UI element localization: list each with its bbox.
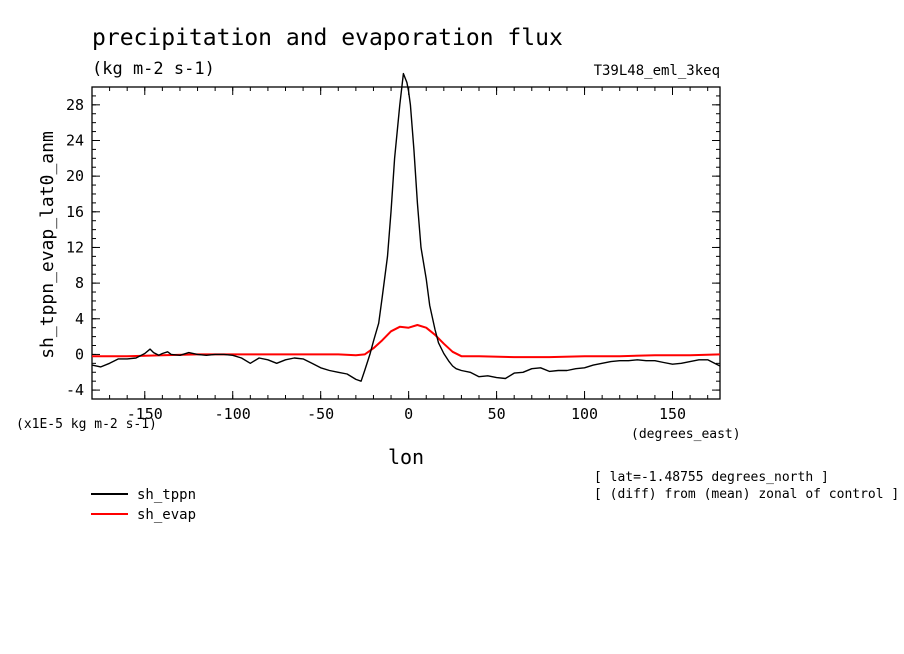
y-tick-label: 4: [75, 310, 84, 328]
y-tick-label: 28: [66, 96, 84, 114]
plot-frame: [91, 86, 721, 400]
y-tick-label: 8: [75, 274, 84, 292]
x-tick-label: -50: [307, 405, 334, 423]
run-label: T39L48_eml_3keq: [594, 63, 720, 79]
y-tick-label: 12: [66, 238, 84, 256]
annotation-lat: [ lat=-1.48755 degrees_north ]: [594, 470, 829, 485]
x-tick-label: 100: [571, 405, 598, 423]
x-axis-label: lon: [388, 445, 424, 469]
x-units-label: (degrees_east): [631, 427, 741, 442]
series-line-sh-tppn: [91, 72, 721, 382]
x-tick-label: -150: [127, 405, 163, 423]
legend-label-sh-tppn: sh_tppn: [137, 487, 196, 503]
y-axis-label: sh_tppn_evap_lat0_anm: [37, 131, 58, 359]
chart-title: precipitation and evaporation flux: [92, 25, 563, 51]
series-line-sh-evap: [92, 324, 721, 359]
y-tick-label: 20: [66, 167, 84, 185]
y-tick-label: -4: [66, 381, 84, 399]
legend: sh_tppn sh_evap: [91, 487, 196, 523]
x-tick-label: 50: [488, 405, 506, 423]
plot-area: -150 -100 -50 0 50 100 150 -4 0 4 8 12 16 20 24 28: [66, 72, 721, 423]
y-tick-label: 0: [75, 345, 84, 363]
y-tick-label: 24: [66, 131, 84, 149]
y-units-label: (x1E-5 kg m-2 s-1): [16, 417, 157, 432]
legend-label-sh-evap: sh_evap: [137, 507, 196, 523]
chart-subtitle: (kg m-2 s-1): [92, 59, 215, 79]
x-tick-label: 0: [404, 405, 413, 423]
x-tick-label: -100: [215, 405, 251, 423]
annotation-diff: [ (diff) from (mean) zonal of control ]: [594, 487, 899, 502]
x-tick-label: 150: [659, 405, 686, 423]
y-tick-label: 16: [66, 203, 84, 221]
